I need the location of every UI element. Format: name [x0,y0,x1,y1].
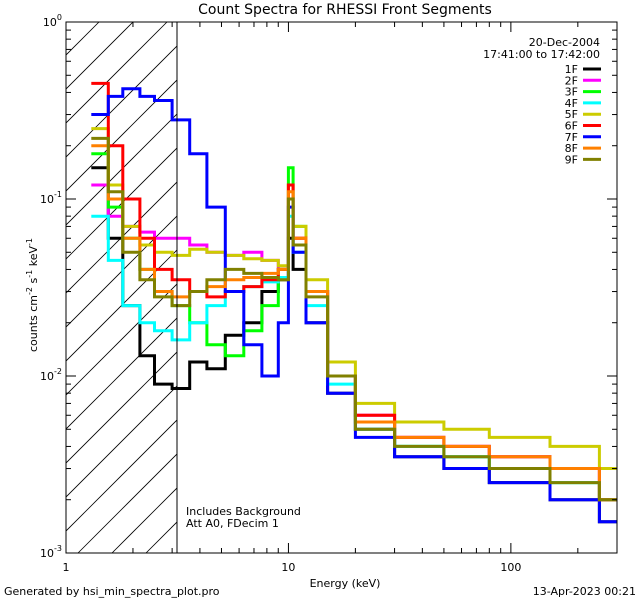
chart-title: Count Spectra for RHESSI Front Segments [198,2,492,18]
legend-date: 20-Dec-2004 [529,36,600,49]
shaded-region [66,22,177,553]
x-axis-label: Energy (keV) [310,577,381,590]
legend-label-4F: 4F [565,97,578,110]
series-line-8F [91,144,617,502]
x-tick-label: 1 [63,561,70,574]
hatch-line [66,22,100,56]
hatch-line [66,113,177,226]
hatch-line [66,45,177,158]
hatch-line [66,79,177,192]
hatch-line [66,419,177,532]
series-line-7F [91,87,617,524]
hatch-line [66,283,177,396]
y-axis: 100 10-1 10-2 10-3 [40,13,617,560]
legend-label-9F: 9F [565,153,578,166]
legend-label-3F: 3F [565,86,578,99]
series-line-2F [91,183,617,502]
series-group [91,81,617,524]
legend-label-6F: 6F [565,120,578,133]
y-tick-label: 10-2 [40,367,62,383]
hatch-line [66,22,168,124]
hatch-line [66,215,177,328]
x-tick-label: 100 [500,561,521,574]
plot-frame [65,21,618,554]
footer-timestamp: 13-Apr-2023 00:21 [533,585,636,598]
x-axis: 1 10 100 [63,22,618,574]
annotation-attenuator: Att A0, FDecim 1 [186,517,279,530]
y-tick-label: 100 [43,13,62,29]
annotation-background: Includes Background [186,505,301,518]
legend-time-range: 17:41:00 to 17:42:00 [483,48,600,61]
y-tick-label: 10-1 [40,190,62,206]
legend-label-7F: 7F [565,131,578,144]
legend-label-5F: 5F [565,108,578,121]
hatch-line [77,453,177,553]
x-tick-label: 10 [281,561,295,574]
y-tick-label: 10-3 [40,544,62,560]
hatch-line [66,249,177,362]
y-axis-label: counts cm-2 s-1 keV-1 [25,238,40,352]
footer-generated: Generated by hsi_min_spectra_plot.pro [4,585,220,598]
series-line-9F [91,136,617,502]
series-line-3F [91,152,617,502]
hatch-line [66,181,177,294]
hatch-line [66,385,177,498]
legend-label-2F: 2F [565,74,578,87]
legend-label-8F: 8F [565,142,578,155]
legend-label-1F: 1F [565,63,578,76]
